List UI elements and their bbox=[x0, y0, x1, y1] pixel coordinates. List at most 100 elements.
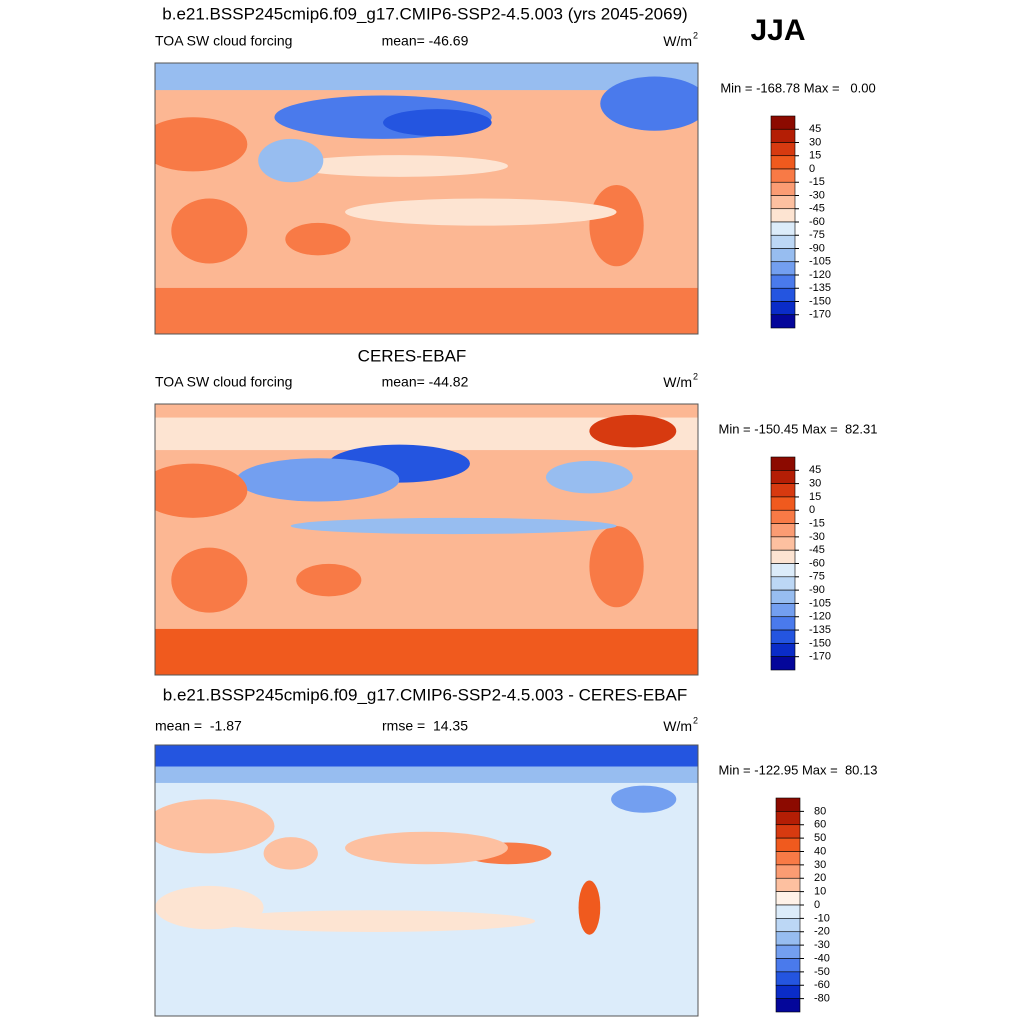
map-field bbox=[578, 880, 601, 935]
colorbar-label: -75 bbox=[809, 229, 825, 241]
colorbar-box bbox=[770, 656, 796, 671]
units-label: W/m bbox=[663, 33, 692, 49]
map-frame bbox=[154, 62, 699, 335]
colorbar-label: -80 bbox=[814, 993, 830, 1005]
units-label: W/m bbox=[663, 374, 692, 390]
colorbar-box bbox=[775, 851, 801, 866]
colorbar-box bbox=[770, 576, 796, 591]
colorbar-label: -30 bbox=[814, 939, 830, 951]
colorbar-label: 45 bbox=[809, 464, 821, 476]
colorbar-box bbox=[775, 864, 801, 879]
colorbar-box bbox=[775, 944, 801, 959]
colorbar-label: -30 bbox=[809, 189, 825, 201]
colorbar-label: -20 bbox=[814, 926, 830, 938]
colorbar-label: 0 bbox=[809, 504, 815, 516]
colorbar-box bbox=[775, 797, 801, 812]
colorbar-label: 30 bbox=[809, 136, 821, 148]
colorbar-label: -135 bbox=[809, 624, 831, 636]
units-exponent: 2 bbox=[693, 715, 698, 725]
colorbar-box bbox=[770, 643, 796, 657]
map-field bbox=[600, 76, 698, 131]
colorbar-box bbox=[775, 811, 801, 826]
map-field bbox=[155, 745, 698, 767]
colorbar-label: 40 bbox=[814, 845, 826, 857]
units-exponent: 2 bbox=[693, 30, 698, 40]
colorbar-box bbox=[770, 168, 796, 183]
colorbar-label: 80 bbox=[814, 805, 826, 817]
colorbar-label: -90 bbox=[809, 242, 825, 254]
center-label: rmse = 14.35 bbox=[382, 718, 468, 734]
colorbar-box bbox=[770, 563, 796, 578]
colorbar-box bbox=[770, 274, 796, 289]
colorbar-box bbox=[775, 891, 801, 906]
colorbar-label: -150 bbox=[809, 295, 831, 307]
colorbar-label: 30 bbox=[809, 478, 821, 490]
colorbar-box bbox=[770, 195, 796, 210]
colorbar-label: -60 bbox=[809, 216, 825, 228]
colorbar-box bbox=[775, 904, 801, 919]
map-field bbox=[345, 831, 508, 865]
panel-title: b.e21.BSSP245cmip6.f09_g17.CMIP6-SSP2-4.… bbox=[162, 4, 687, 23]
colorbar-box bbox=[770, 470, 796, 484]
colorbar-box bbox=[775, 837, 801, 852]
center-label: mean= -46.69 bbox=[382, 33, 469, 49]
colorbar-label: 60 bbox=[814, 819, 826, 831]
colorbar-label: -170 bbox=[809, 309, 831, 321]
units-exponent: 2 bbox=[693, 371, 698, 381]
colorbar-box bbox=[770, 523, 796, 538]
map-field bbox=[155, 117, 248, 172]
colorbar-box bbox=[770, 261, 796, 276]
map-field bbox=[155, 799, 275, 854]
colorbar-label: -45 bbox=[809, 544, 825, 556]
colorbar-box bbox=[770, 128, 796, 143]
season-label: JJA bbox=[750, 14, 805, 47]
colorbar-label: -135 bbox=[809, 282, 831, 294]
colorbar-box bbox=[770, 287, 796, 302]
colorbar-box bbox=[770, 509, 796, 524]
map-field bbox=[263, 837, 318, 870]
map-field bbox=[285, 222, 351, 256]
units-label: W/m bbox=[663, 718, 692, 734]
left-label: TOA SW cloud forcing bbox=[155, 374, 292, 390]
map-field bbox=[155, 745, 698, 1016]
map-field bbox=[611, 785, 677, 813]
map-field bbox=[155, 885, 264, 930]
map bbox=[155, 745, 698, 1016]
colorbar-label: 20 bbox=[814, 872, 826, 884]
map-field bbox=[155, 63, 698, 91]
colorbar-box bbox=[770, 155, 796, 170]
colorbar-label: -40 bbox=[814, 952, 830, 964]
colorbar-box bbox=[775, 958, 801, 973]
colorbar-box bbox=[770, 314, 796, 329]
colorbar-label: 0 bbox=[814, 899, 820, 911]
map-field bbox=[171, 198, 248, 264]
colorbar-box bbox=[770, 301, 796, 316]
min-max-label: Min = -122.95 Max = 80.13 bbox=[719, 762, 878, 777]
units: W/m bbox=[663, 33, 692, 49]
colorbar-label: 30 bbox=[814, 859, 826, 871]
colorbar-label: 50 bbox=[814, 832, 826, 844]
colorbar-box bbox=[775, 877, 801, 892]
colorbar-label: -105 bbox=[809, 256, 831, 268]
map-field bbox=[345, 198, 617, 226]
colorbar-box bbox=[775, 984, 801, 999]
map-field bbox=[545, 460, 633, 494]
map-field bbox=[155, 287, 698, 334]
map-frame bbox=[154, 403, 699, 676]
colorbar-box bbox=[770, 115, 796, 130]
map bbox=[155, 63, 698, 334]
map-field bbox=[589, 184, 644, 267]
colorbar-box bbox=[775, 824, 801, 839]
colorbar-box bbox=[770, 536, 796, 551]
colorbar-box bbox=[770, 629, 796, 644]
left-label: mean = -1.87 bbox=[155, 718, 242, 734]
colorbar-label: -120 bbox=[809, 269, 831, 281]
colorbar-box bbox=[770, 221, 796, 236]
colorbar-label: -75 bbox=[809, 571, 825, 583]
units: W/m bbox=[663, 718, 692, 734]
colorbar-label: -150 bbox=[809, 637, 831, 649]
colorbar-box bbox=[770, 181, 796, 196]
map-field bbox=[290, 517, 617, 535]
